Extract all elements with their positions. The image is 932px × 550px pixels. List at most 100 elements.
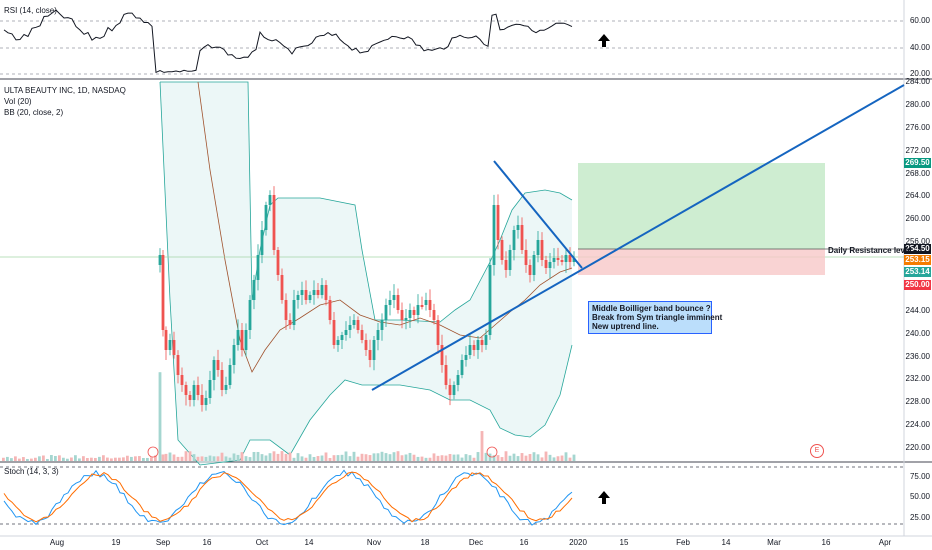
time-tick: 19 [111, 538, 121, 547]
candle-body [184, 385, 188, 395]
rsi-pane[interactable] [0, 9, 904, 75]
volume-bar [400, 455, 404, 461]
volume-bar [344, 451, 348, 461]
earnings-marker [147, 446, 159, 458]
candle-body [548, 262, 552, 268]
rsi-line [3, 9, 573, 74]
volume-bar [260, 454, 264, 461]
volume-bar [552, 457, 556, 461]
rsi-title: RSI (14, close) [4, 6, 57, 15]
earnings-icon[interactable]: E [810, 444, 824, 458]
volume-bar [364, 454, 368, 461]
volume-bar [70, 457, 73, 461]
volume-bar [424, 457, 428, 461]
candle-body [392, 295, 396, 300]
volume-bar [14, 456, 17, 461]
annotation-box[interactable]: Middle Boilliger band bounce ? Break fro… [588, 301, 722, 334]
time-tick: Nov [366, 538, 382, 547]
volume-bar [392, 452, 396, 461]
price-tick: 284.00 [905, 77, 930, 86]
volume-bar [161, 454, 165, 461]
volume-bar [396, 451, 400, 461]
time-tick: Sep [155, 538, 171, 547]
main-price-pane[interactable] [0, 81, 904, 466]
candle-body [248, 300, 252, 330]
time-tick: 16 [519, 538, 529, 547]
volume-bar [560, 455, 564, 461]
volume-bar [372, 453, 376, 461]
stoch-title: Stoch (14, 3, 3) [4, 467, 59, 476]
volume-bar [308, 454, 312, 461]
candle-body [256, 255, 260, 280]
stoch-level-75: 75.00 [909, 472, 930, 481]
volume-bar [496, 455, 500, 461]
candle-body [552, 258, 556, 262]
price-tick: 228.00 [905, 397, 930, 407]
candle-body [320, 285, 324, 295]
time-tick: 16 [821, 538, 831, 547]
price-tick: 268.00 [905, 168, 930, 178]
volume-bar [46, 458, 49, 461]
rsi-level-40: 40.00 [909, 43, 930, 52]
volume-bar [224, 456, 228, 461]
volume-bar [106, 457, 109, 461]
volume-bar [74, 455, 77, 461]
up-arrow-icon [598, 34, 610, 47]
volume-bar [296, 453, 300, 461]
candle-body [164, 330, 168, 350]
candle-body [484, 335, 488, 345]
volume-bar [332, 455, 336, 461]
candle-body [444, 365, 448, 385]
stoch-k-line [3, 469, 573, 526]
candle-body [232, 345, 236, 365]
volume-bar [444, 455, 448, 461]
volume-bar [154, 455, 157, 461]
price-tick: 236.00 [905, 351, 930, 361]
volume-bar [200, 456, 204, 461]
volume-bar [476, 452, 480, 461]
volume-bar [212, 456, 216, 461]
volume-bar [356, 456, 360, 461]
volume-bar [26, 458, 29, 461]
volume-bar [42, 455, 45, 461]
candle-body [176, 355, 180, 375]
time-tick: Aug [49, 538, 65, 547]
volume-bar [82, 456, 85, 461]
candle-body [420, 305, 424, 307]
stop-zone [578, 249, 825, 275]
candle-body [540, 240, 544, 260]
volume-bar [500, 457, 504, 461]
volume-bar [86, 458, 89, 461]
volume-bar [38, 456, 41, 461]
candle-body [228, 365, 232, 385]
candle-body [328, 300, 332, 320]
volume-bar [180, 456, 184, 461]
volume-bar [484, 452, 488, 461]
candle-body [236, 330, 240, 345]
rsi-level-60: 60.00 [909, 16, 930, 25]
candle-body [476, 340, 480, 350]
candle-body [158, 255, 162, 265]
volume-bar [312, 456, 316, 461]
stoch-level-50: 50.00 [909, 492, 930, 501]
volume-bar [118, 457, 121, 461]
volume-bar [460, 457, 464, 461]
volume-bar [564, 452, 568, 461]
bb-title: BB (20, close, 2) [4, 108, 64, 117]
candle-body [360, 330, 364, 340]
drawings-layer[interactable] [371, 34, 905, 504]
volume-bar [432, 453, 436, 461]
volume-bar [66, 458, 69, 461]
uptrend-line [371, 84, 905, 391]
volume-bar [468, 455, 472, 461]
candle-body [488, 265, 492, 335]
candle-body [416, 305, 420, 315]
candle-body [440, 345, 444, 365]
candle-body [396, 295, 400, 310]
volume-bar [232, 453, 236, 461]
time-tick: 2020 [569, 538, 587, 547]
candle-body [352, 320, 356, 325]
stoch-pane[interactable] [0, 466, 904, 526]
price-tag: 253.15 [904, 255, 931, 265]
